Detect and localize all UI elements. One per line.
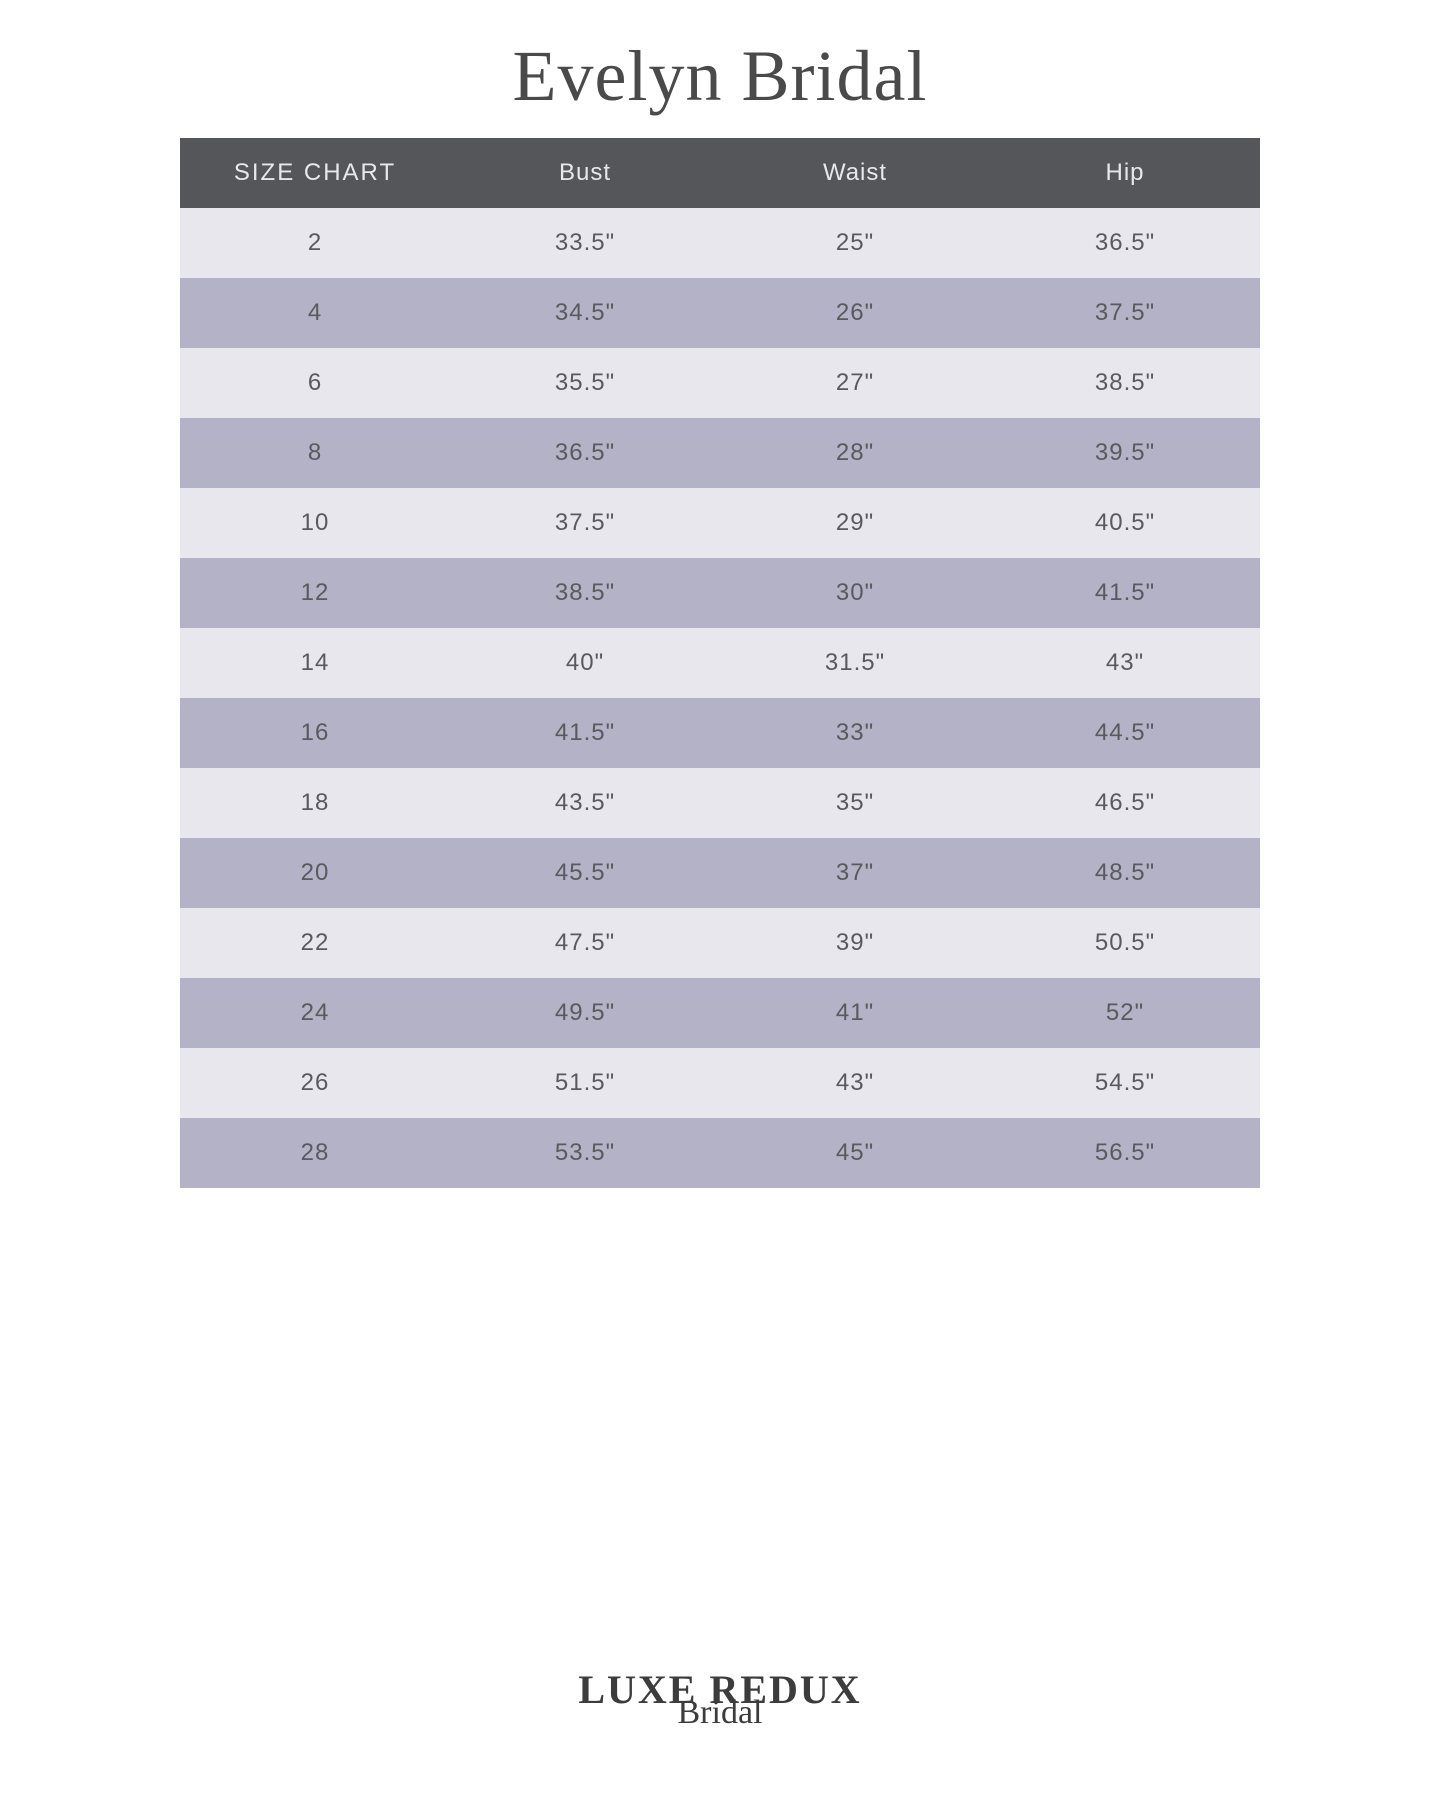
table-cell: 10 bbox=[180, 488, 450, 558]
table-cell: 28" bbox=[720, 418, 990, 488]
table-cell: 41.5" bbox=[450, 698, 720, 768]
table-row: 1440"31.5"43" bbox=[180, 628, 1260, 698]
table-cell: 50.5" bbox=[990, 908, 1260, 978]
size-chart-container: SIZE CHART Bust Waist Hip 233.5"25"36.5"… bbox=[180, 138, 1260, 1188]
table-cell: 36.5" bbox=[450, 418, 720, 488]
table-cell: 28 bbox=[180, 1118, 450, 1188]
table-row: 233.5"25"36.5" bbox=[180, 208, 1260, 278]
table-header-row: SIZE CHART Bust Waist Hip bbox=[180, 138, 1260, 208]
table-cell: 56.5" bbox=[990, 1118, 1260, 1188]
table-cell: 33" bbox=[720, 698, 990, 768]
table-cell: 51.5" bbox=[450, 1048, 720, 1118]
page-title: Evelyn Bridal bbox=[0, 0, 1440, 138]
table-row: 434.5"26"37.5" bbox=[180, 278, 1260, 348]
table-cell: 20 bbox=[180, 838, 450, 908]
col-header-waist: Waist bbox=[720, 138, 990, 208]
table-cell: 41.5" bbox=[990, 558, 1260, 628]
table-cell: 14 bbox=[180, 628, 450, 698]
table-cell: 33.5" bbox=[450, 208, 720, 278]
table-cell: 26" bbox=[720, 278, 990, 348]
table-cell: 49.5" bbox=[450, 978, 720, 1048]
table-row: 2651.5"43"54.5" bbox=[180, 1048, 1260, 1118]
table-cell: 6 bbox=[180, 348, 450, 418]
table-cell: 41" bbox=[720, 978, 990, 1048]
table-cell: 25" bbox=[720, 208, 990, 278]
table-cell: 35" bbox=[720, 768, 990, 838]
table-cell: 37.5" bbox=[990, 278, 1260, 348]
table-row: 2247.5"39"50.5" bbox=[180, 908, 1260, 978]
table-cell: 29" bbox=[720, 488, 990, 558]
size-chart-table: SIZE CHART Bust Waist Hip 233.5"25"36.5"… bbox=[180, 138, 1260, 1188]
table-cell: 40" bbox=[450, 628, 720, 698]
table-row: 2449.5"41"52" bbox=[180, 978, 1260, 1048]
table-cell: 37.5" bbox=[450, 488, 720, 558]
table-cell: 52" bbox=[990, 978, 1260, 1048]
table-cell: 34.5" bbox=[450, 278, 720, 348]
table-cell: 38.5" bbox=[450, 558, 720, 628]
table-cell: 4 bbox=[180, 278, 450, 348]
table-cell: 54.5" bbox=[990, 1048, 1260, 1118]
table-cell: 46.5" bbox=[990, 768, 1260, 838]
table-cell: 45.5" bbox=[450, 838, 720, 908]
table-row: 2045.5"37"48.5" bbox=[180, 838, 1260, 908]
table-cell: 44.5" bbox=[990, 698, 1260, 768]
table-cell: 47.5" bbox=[450, 908, 720, 978]
table-cell: 22 bbox=[180, 908, 450, 978]
table-cell: 35.5" bbox=[450, 348, 720, 418]
table-cell: 27" bbox=[720, 348, 990, 418]
table-cell: 38.5" bbox=[990, 348, 1260, 418]
col-header-size: SIZE CHART bbox=[180, 138, 450, 208]
table-cell: 30" bbox=[720, 558, 990, 628]
table-row: 1641.5"33"44.5" bbox=[180, 698, 1260, 768]
table-cell: 18 bbox=[180, 768, 450, 838]
table-cell: 26 bbox=[180, 1048, 450, 1118]
table-cell: 2 bbox=[180, 208, 450, 278]
footer-logo-sub: Bridal bbox=[0, 1696, 1440, 1730]
table-cell: 43" bbox=[720, 1048, 990, 1118]
table-cell: 43" bbox=[990, 628, 1260, 698]
table-cell: 8 bbox=[180, 418, 450, 488]
table-cell: 43.5" bbox=[450, 768, 720, 838]
table-cell: 40.5" bbox=[990, 488, 1260, 558]
table-cell: 45" bbox=[720, 1118, 990, 1188]
table-row: 2853.5"45"56.5" bbox=[180, 1118, 1260, 1188]
table-cell: 39" bbox=[720, 908, 990, 978]
table-cell: 16 bbox=[180, 698, 450, 768]
col-header-hip: Hip bbox=[990, 138, 1260, 208]
table-row: 635.5"27"38.5" bbox=[180, 348, 1260, 418]
table-cell: 53.5" bbox=[450, 1118, 720, 1188]
table-row: 1037.5"29"40.5" bbox=[180, 488, 1260, 558]
table-row: 1843.5"35"46.5" bbox=[180, 768, 1260, 838]
table-cell: 12 bbox=[180, 558, 450, 628]
footer-logo: LUXE REDUX Bridal bbox=[0, 1670, 1440, 1730]
table-cell: 37" bbox=[720, 838, 990, 908]
table-cell: 31.5" bbox=[720, 628, 990, 698]
table-row: 836.5"28"39.5" bbox=[180, 418, 1260, 488]
table-cell: 48.5" bbox=[990, 838, 1260, 908]
table-cell: 39.5" bbox=[990, 418, 1260, 488]
col-header-bust: Bust bbox=[450, 138, 720, 208]
table-cell: 36.5" bbox=[990, 208, 1260, 278]
table-row: 1238.5"30"41.5" bbox=[180, 558, 1260, 628]
table-cell: 24 bbox=[180, 978, 450, 1048]
